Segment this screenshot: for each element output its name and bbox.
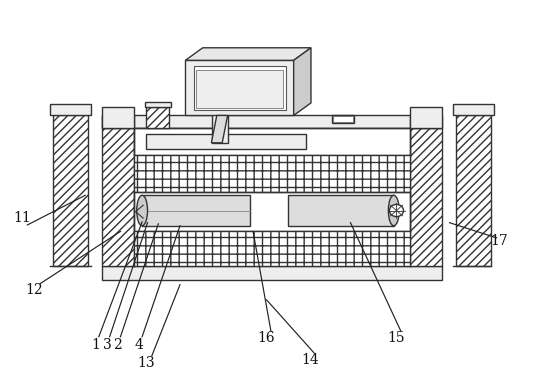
Bar — [333, 116, 353, 122]
Bar — [410, 128, 442, 266]
Bar — [196, 70, 283, 108]
Bar — [142, 195, 250, 226]
Text: 12: 12 — [25, 283, 42, 297]
Bar — [102, 115, 431, 128]
Bar — [456, 115, 491, 266]
Bar — [145, 102, 171, 107]
Bar — [186, 61, 294, 115]
Text: 3: 3 — [103, 339, 112, 352]
Bar — [146, 107, 169, 128]
Text: 16: 16 — [258, 331, 275, 345]
Text: 1: 1 — [92, 339, 101, 352]
Ellipse shape — [137, 195, 147, 226]
Bar — [102, 115, 134, 128]
Bar — [134, 192, 410, 231]
Bar — [213, 107, 227, 143]
Polygon shape — [212, 115, 227, 143]
Ellipse shape — [388, 195, 399, 226]
Bar — [453, 104, 494, 115]
Text: 11: 11 — [13, 211, 31, 225]
Bar — [102, 128, 134, 266]
Bar — [102, 107, 134, 128]
Text: 14: 14 — [301, 353, 319, 367]
Ellipse shape — [390, 205, 404, 217]
Text: 13: 13 — [138, 355, 155, 370]
Text: 17: 17 — [491, 234, 508, 248]
Bar — [288, 195, 394, 226]
Bar — [410, 107, 442, 128]
Polygon shape — [294, 48, 311, 115]
Polygon shape — [186, 48, 311, 61]
Bar — [50, 104, 91, 115]
Text: 2: 2 — [113, 339, 122, 352]
Text: 4: 4 — [135, 339, 144, 352]
Bar — [331, 115, 354, 123]
Bar — [102, 266, 442, 280]
Bar — [134, 128, 410, 155]
Bar — [134, 155, 410, 192]
Text: 15: 15 — [388, 331, 405, 345]
Bar — [194, 66, 286, 110]
Bar — [146, 134, 306, 149]
Bar — [134, 231, 410, 266]
Bar — [410, 115, 442, 128]
Bar — [53, 115, 88, 266]
